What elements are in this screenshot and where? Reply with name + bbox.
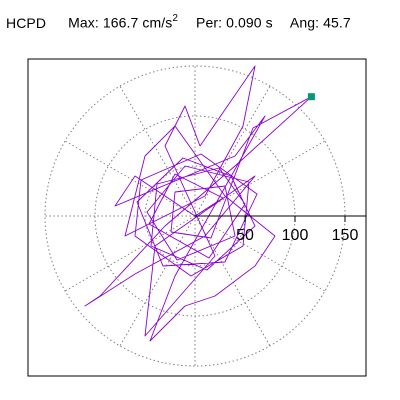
grid-spoke (119, 85, 196, 217)
radial-tick-label: 100 (282, 227, 309, 244)
grid-spoke (64, 140, 196, 217)
max-label: Max: (68, 14, 99, 31)
grid-spoke (194, 215, 326, 292)
radial-axis: 50 100 150 (195, 215, 366, 244)
plot-frame (27, 58, 367, 377)
station-code: HCPD (6, 14, 47, 31)
per-value: 0.090 s (226, 14, 273, 31)
grid-spoke (64, 215, 196, 292)
max-unit: cm/s (142, 14, 173, 31)
plot-header: HCPD Max: 166.7 cm/s2 Per: 0.090 s Ang: … (6, 13, 351, 31)
max-unit-exponent: 2 (172, 13, 178, 24)
radial-tick-label: 50 (236, 227, 254, 244)
grid-spoke (194, 85, 271, 217)
max-value: 166.7 (102, 14, 139, 31)
max-point-marker (307, 93, 315, 101)
ang-value: 45.7 (323, 14, 351, 31)
grid-spoke (119, 215, 196, 347)
grid-spoke (194, 140, 326, 217)
ang-label: Ang: (289, 14, 320, 31)
radial-tick-label: 150 (332, 227, 359, 244)
per-label: Per: (196, 14, 223, 31)
max-marker-layer (307, 93, 315, 101)
